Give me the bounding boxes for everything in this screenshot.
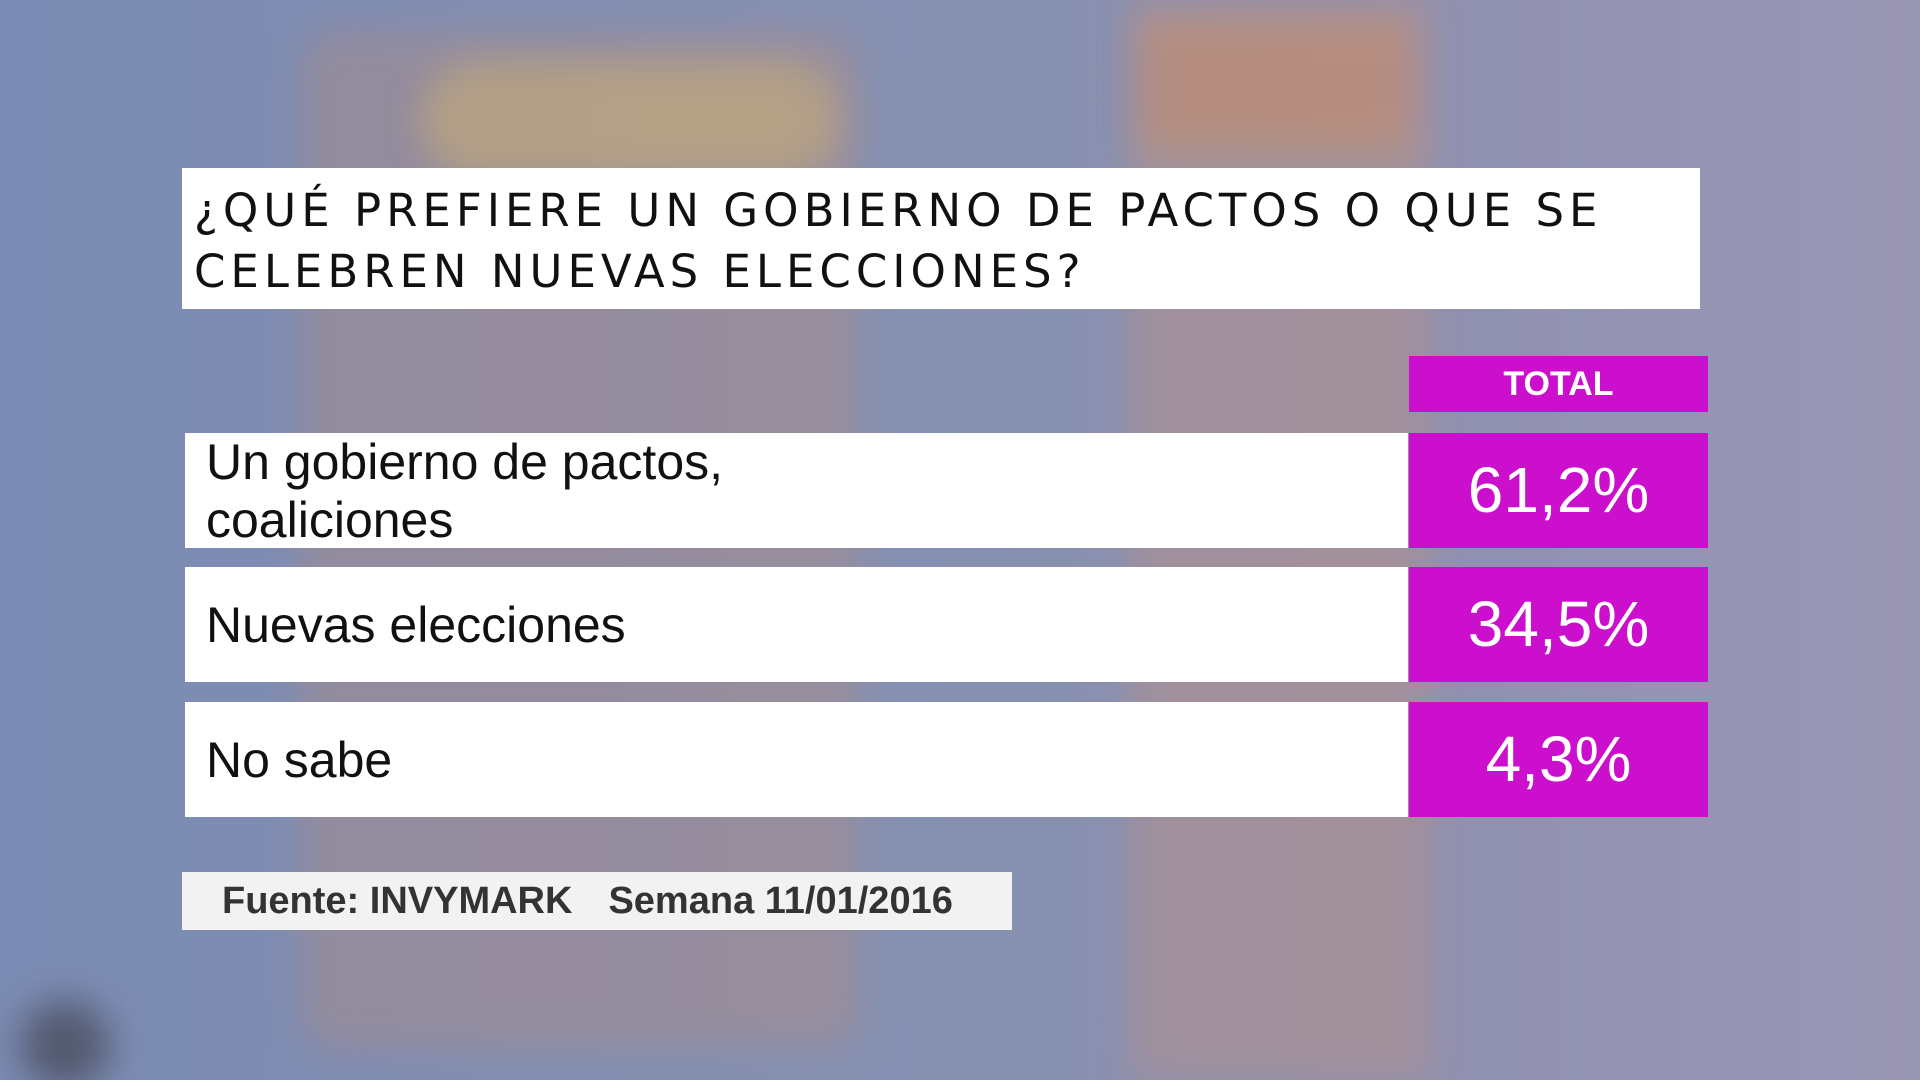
background-stripes: [1140, 20, 1410, 150]
row-label: Un gobierno de pactos, coaliciones: [206, 433, 724, 548]
row-label-cell: No sabe: [185, 702, 1408, 817]
chart-title: ¿QUÉ PREFIERE UN GOBIERNO DE PACTOS O QU…: [194, 184, 1603, 298]
row-value: 34,5%: [1409, 567, 1708, 682]
row-value: 61,2%: [1409, 433, 1708, 548]
source-footer: Fuente: INVYMARK Semana 11/01/2016: [182, 872, 1012, 930]
chart-title-panel: ¿QUÉ PREFIERE UN GOBIERNO DE PACTOS O QU…: [182, 168, 1700, 309]
table-row: Un gobierno de pactos, coaliciones 61,2%: [185, 433, 1708, 548]
background-microphone: [20, 1000, 110, 1080]
row-value: 4,3%: [1409, 702, 1708, 817]
column-header-total: TOTAL: [1409, 356, 1708, 412]
table-row: No sabe 4,3%: [185, 702, 1708, 817]
source-text: Fuente: INVYMARK: [222, 879, 573, 922]
row-label-cell: Un gobierno de pactos, coaliciones: [185, 433, 1408, 548]
week-text: Semana 11/01/2016: [608, 879, 953, 922]
row-label: No sabe: [206, 731, 393, 788]
row-label: Nuevas elecciones: [206, 596, 626, 653]
table-row: Nuevas elecciones 34,5%: [185, 567, 1708, 682]
row-label-cell: Nuevas elecciones: [185, 567, 1408, 682]
background-crown: [420, 60, 840, 180]
